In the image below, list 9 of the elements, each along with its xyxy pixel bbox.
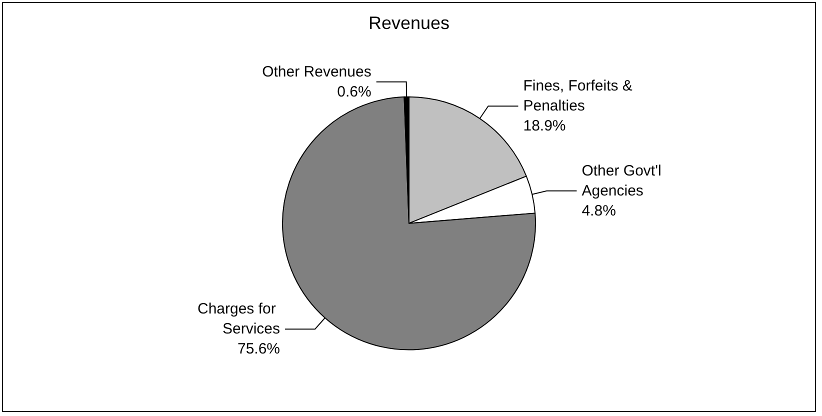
slice-label: Charges for Services <box>197 300 280 338</box>
slice-label: Other Govt'l Agencies <box>582 162 666 200</box>
data-label: 75.6% <box>237 340 280 358</box>
chart-title: Revenues <box>368 13 450 33</box>
data-label: 18.9% <box>523 118 566 135</box>
slice-label: Fines, Forfeits & Penalties <box>523 78 637 115</box>
slice-label: Other Revenues <box>262 63 372 80</box>
data-label: 4.8% <box>582 202 616 220</box>
data-label: 0.6% <box>337 83 372 100</box>
